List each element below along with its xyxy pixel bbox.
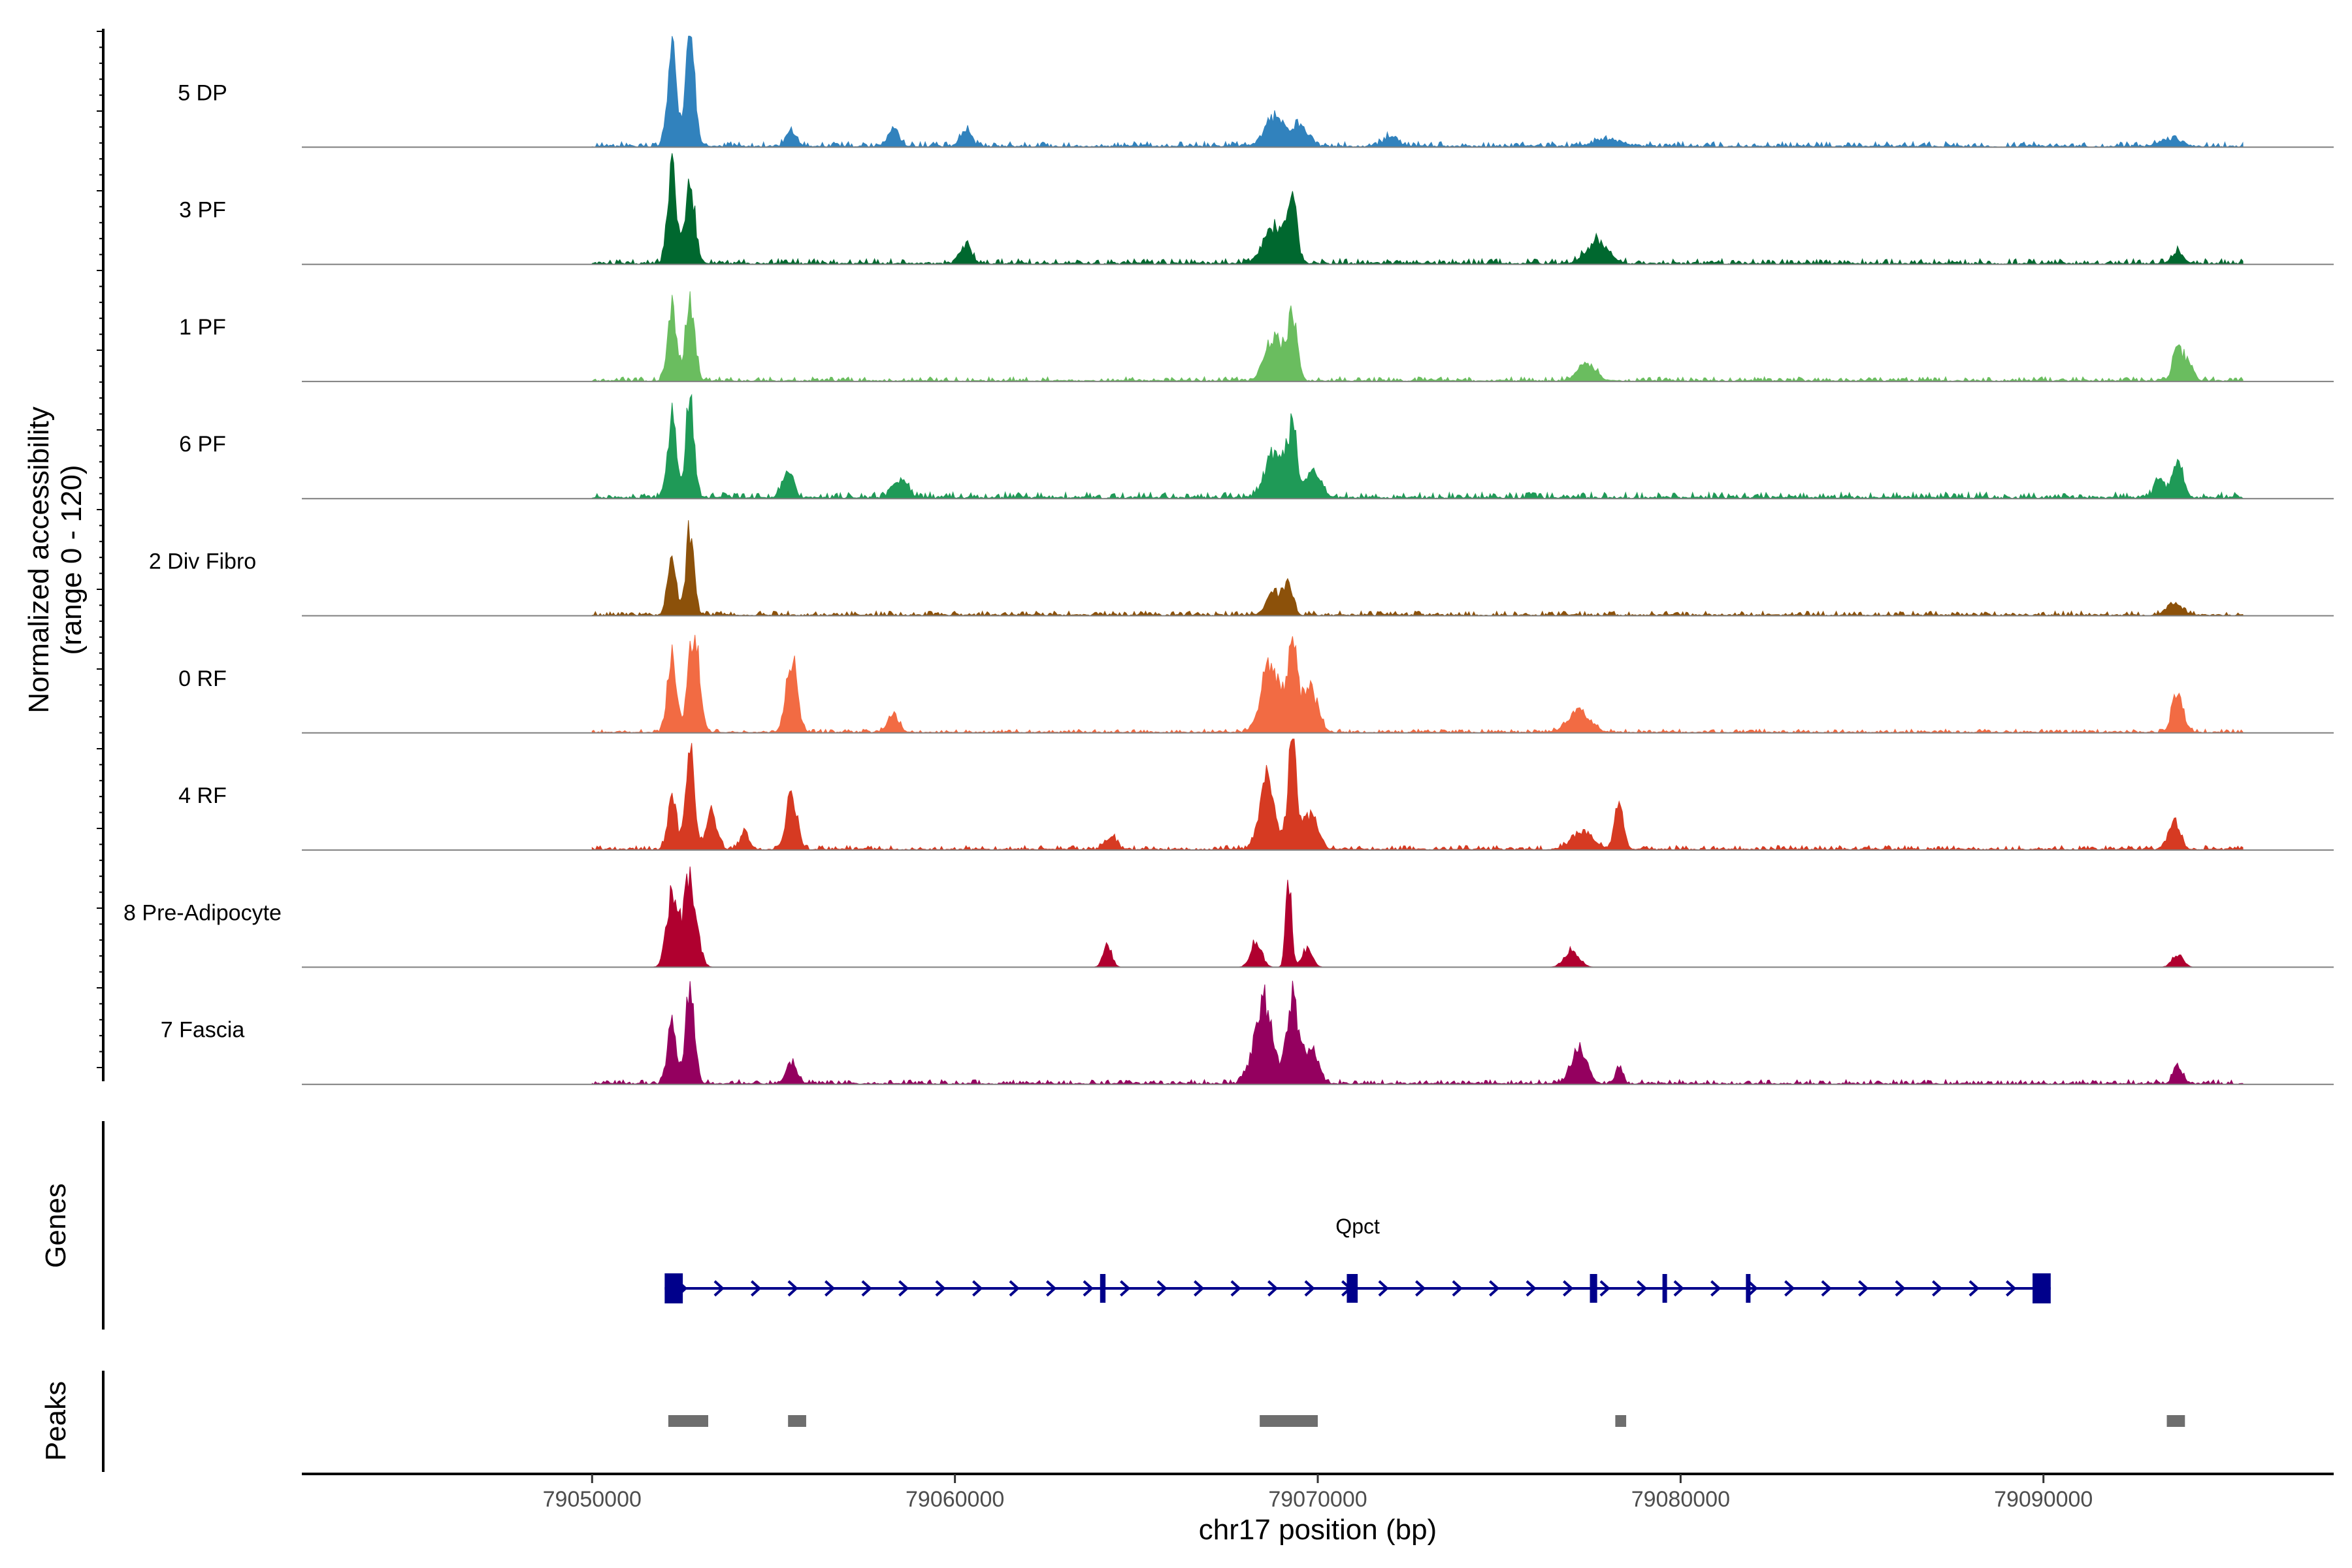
y-axis-title-line2: (range 0 - 120) — [56, 465, 88, 655]
strand-arrow-icon — [1599, 1280, 1610, 1297]
strand-arrow-icon — [935, 1280, 946, 1297]
genes-panel-title: Genes — [40, 1183, 72, 1268]
x-tick-label: 79050000 — [543, 1487, 642, 1512]
track-label: 3 PF — [179, 198, 226, 223]
x-tick-label: 79060000 — [906, 1487, 1004, 1512]
track-7-fascia: 7 Fascia — [161, 981, 2334, 1086]
gene-label: Qpct — [1335, 1215, 1380, 1238]
gene-exon — [1662, 1274, 1667, 1303]
strand-arrow-icon — [1046, 1280, 1057, 1297]
strand-arrow-icon — [751, 1280, 762, 1297]
strand-arrow-icon — [1304, 1280, 1315, 1297]
track-label: 6 PF — [179, 432, 226, 457]
strand-arrow-icon — [1415, 1280, 1426, 1297]
track-5-dp: 5 DP — [178, 35, 2334, 148]
track-4-rf: 4 RF — [178, 738, 2334, 851]
strand-arrow-icon — [1526, 1280, 1537, 1297]
peak-region — [668, 1415, 708, 1427]
strand-arrow-icon — [713, 1280, 725, 1297]
strand-arrow-icon — [1932, 1280, 1943, 1297]
x-tick-label: 79070000 — [1268, 1487, 1367, 1512]
strand-arrow-icon — [1563, 1280, 1574, 1297]
track-1-pf: 1 PF — [179, 291, 2334, 383]
coverage-area — [591, 738, 2244, 851]
strand-arrow-icon — [1194, 1280, 1205, 1297]
strand-arrow-icon — [2006, 1280, 2017, 1297]
track-label: 4 RF — [178, 783, 227, 808]
x-tick-label: 79090000 — [1994, 1487, 2093, 1512]
strand-arrow-icon — [1895, 1280, 1906, 1297]
y-axis-title-line1: Normalized accessibility — [23, 406, 55, 713]
x-tick-label: 79080000 — [1631, 1487, 1730, 1512]
track-label: 7 Fascia — [161, 1018, 245, 1043]
strand-arrow-icon — [1120, 1280, 1131, 1297]
strand-arrow-icon — [1267, 1280, 1279, 1297]
strand-arrow-icon — [861, 1280, 872, 1297]
strand-arrow-icon — [1710, 1280, 1722, 1297]
track-label: 2 Div Fibro — [149, 549, 256, 574]
peak-region — [1260, 1415, 1318, 1427]
track-3-pf: 3 PF — [179, 153, 2334, 266]
coverage-area — [592, 866, 2244, 968]
strand-arrow-icon — [1637, 1280, 1648, 1297]
strand-arrow-icon — [1784, 1280, 1795, 1297]
peaks-panel-title: Peaks — [40, 1381, 72, 1461]
gene-exon — [1590, 1274, 1597, 1303]
coverage-y-axis-ticks — [97, 31, 103, 1068]
strand-arrow-icon — [1378, 1280, 1389, 1297]
coverage-tracks: 5 DP 3 PF 1 PF 6 PF 2 Div Fibro 0 RF 4 RF 8 Pre… — [123, 35, 2334, 1086]
x-axis-ticks: 79050000 79060000 79070000 79080000 79090000 — [543, 1474, 2093, 1512]
strand-arrow-icon — [1968, 1280, 1980, 1297]
gene-exon — [2033, 1273, 2051, 1303]
track-6-pf: 6 PF — [179, 393, 2334, 500]
strand-arrow-icon — [1489, 1280, 1500, 1297]
gene-exon — [1347, 1274, 1358, 1303]
strand-arrow-icon — [1230, 1280, 1241, 1297]
y-axis-title: Normalized accessibility (range 0 - 120) — [23, 406, 88, 713]
track-label: 0 RF — [178, 666, 227, 691]
peak-region — [1615, 1415, 1627, 1427]
track-label: 1 PF — [179, 315, 226, 340]
strand-arrow-icon — [1858, 1280, 1869, 1297]
coverage-area — [591, 153, 2244, 266]
coverage-area — [591, 520, 2244, 617]
coverage-area — [591, 981, 2244, 1086]
strand-arrow-icon — [1673, 1280, 1684, 1297]
track-0-rf: 0 RF — [178, 634, 2334, 734]
x-axis-title: chr17 position (bp) — [1199, 1514, 1437, 1546]
strand-arrow-icon — [1452, 1280, 1463, 1297]
track-8-pre-adipocyte: 8 Pre-Adipocyte — [123, 866, 2334, 968]
strand-arrow-icon — [898, 1280, 909, 1297]
track-label: 8 Pre-Adipocyte — [123, 900, 282, 925]
peak-regions — [668, 1415, 2185, 1427]
strand-arrow-icon — [825, 1280, 836, 1297]
strand-arrow-icon — [787, 1280, 798, 1297]
gene-exon — [1100, 1274, 1106, 1303]
gene-model — [664, 1273, 2051, 1303]
genes-panel: Genes Qpct — [40, 1121, 2051, 1330]
strand-arrow-icon — [1747, 1280, 1758, 1297]
track-2-div-fibro: 2 Div Fibro — [149, 520, 2334, 617]
strand-arrow-icon — [972, 1280, 983, 1297]
gene-exon — [664, 1273, 683, 1303]
gene-exon — [1746, 1274, 1751, 1303]
coverage-area — [591, 634, 2244, 734]
strand-arrow-icon — [1083, 1280, 1094, 1297]
coverage-area — [591, 393, 2244, 500]
strand-arrow-icon — [1821, 1280, 1832, 1297]
strand-arrow-icon — [1156, 1280, 1168, 1297]
coverage-area — [591, 291, 2244, 383]
track-label: 5 DP — [178, 80, 227, 105]
strand-arrow-icon — [1009, 1280, 1020, 1297]
coverage-area — [591, 35, 2244, 148]
peak-region — [2166, 1415, 2185, 1427]
peak-region — [788, 1415, 806, 1427]
peaks-panel: Peaks — [40, 1371, 2185, 1472]
x-axis: 79050000 79060000 79070000 79080000 79090000… — [302, 1473, 2334, 1546]
